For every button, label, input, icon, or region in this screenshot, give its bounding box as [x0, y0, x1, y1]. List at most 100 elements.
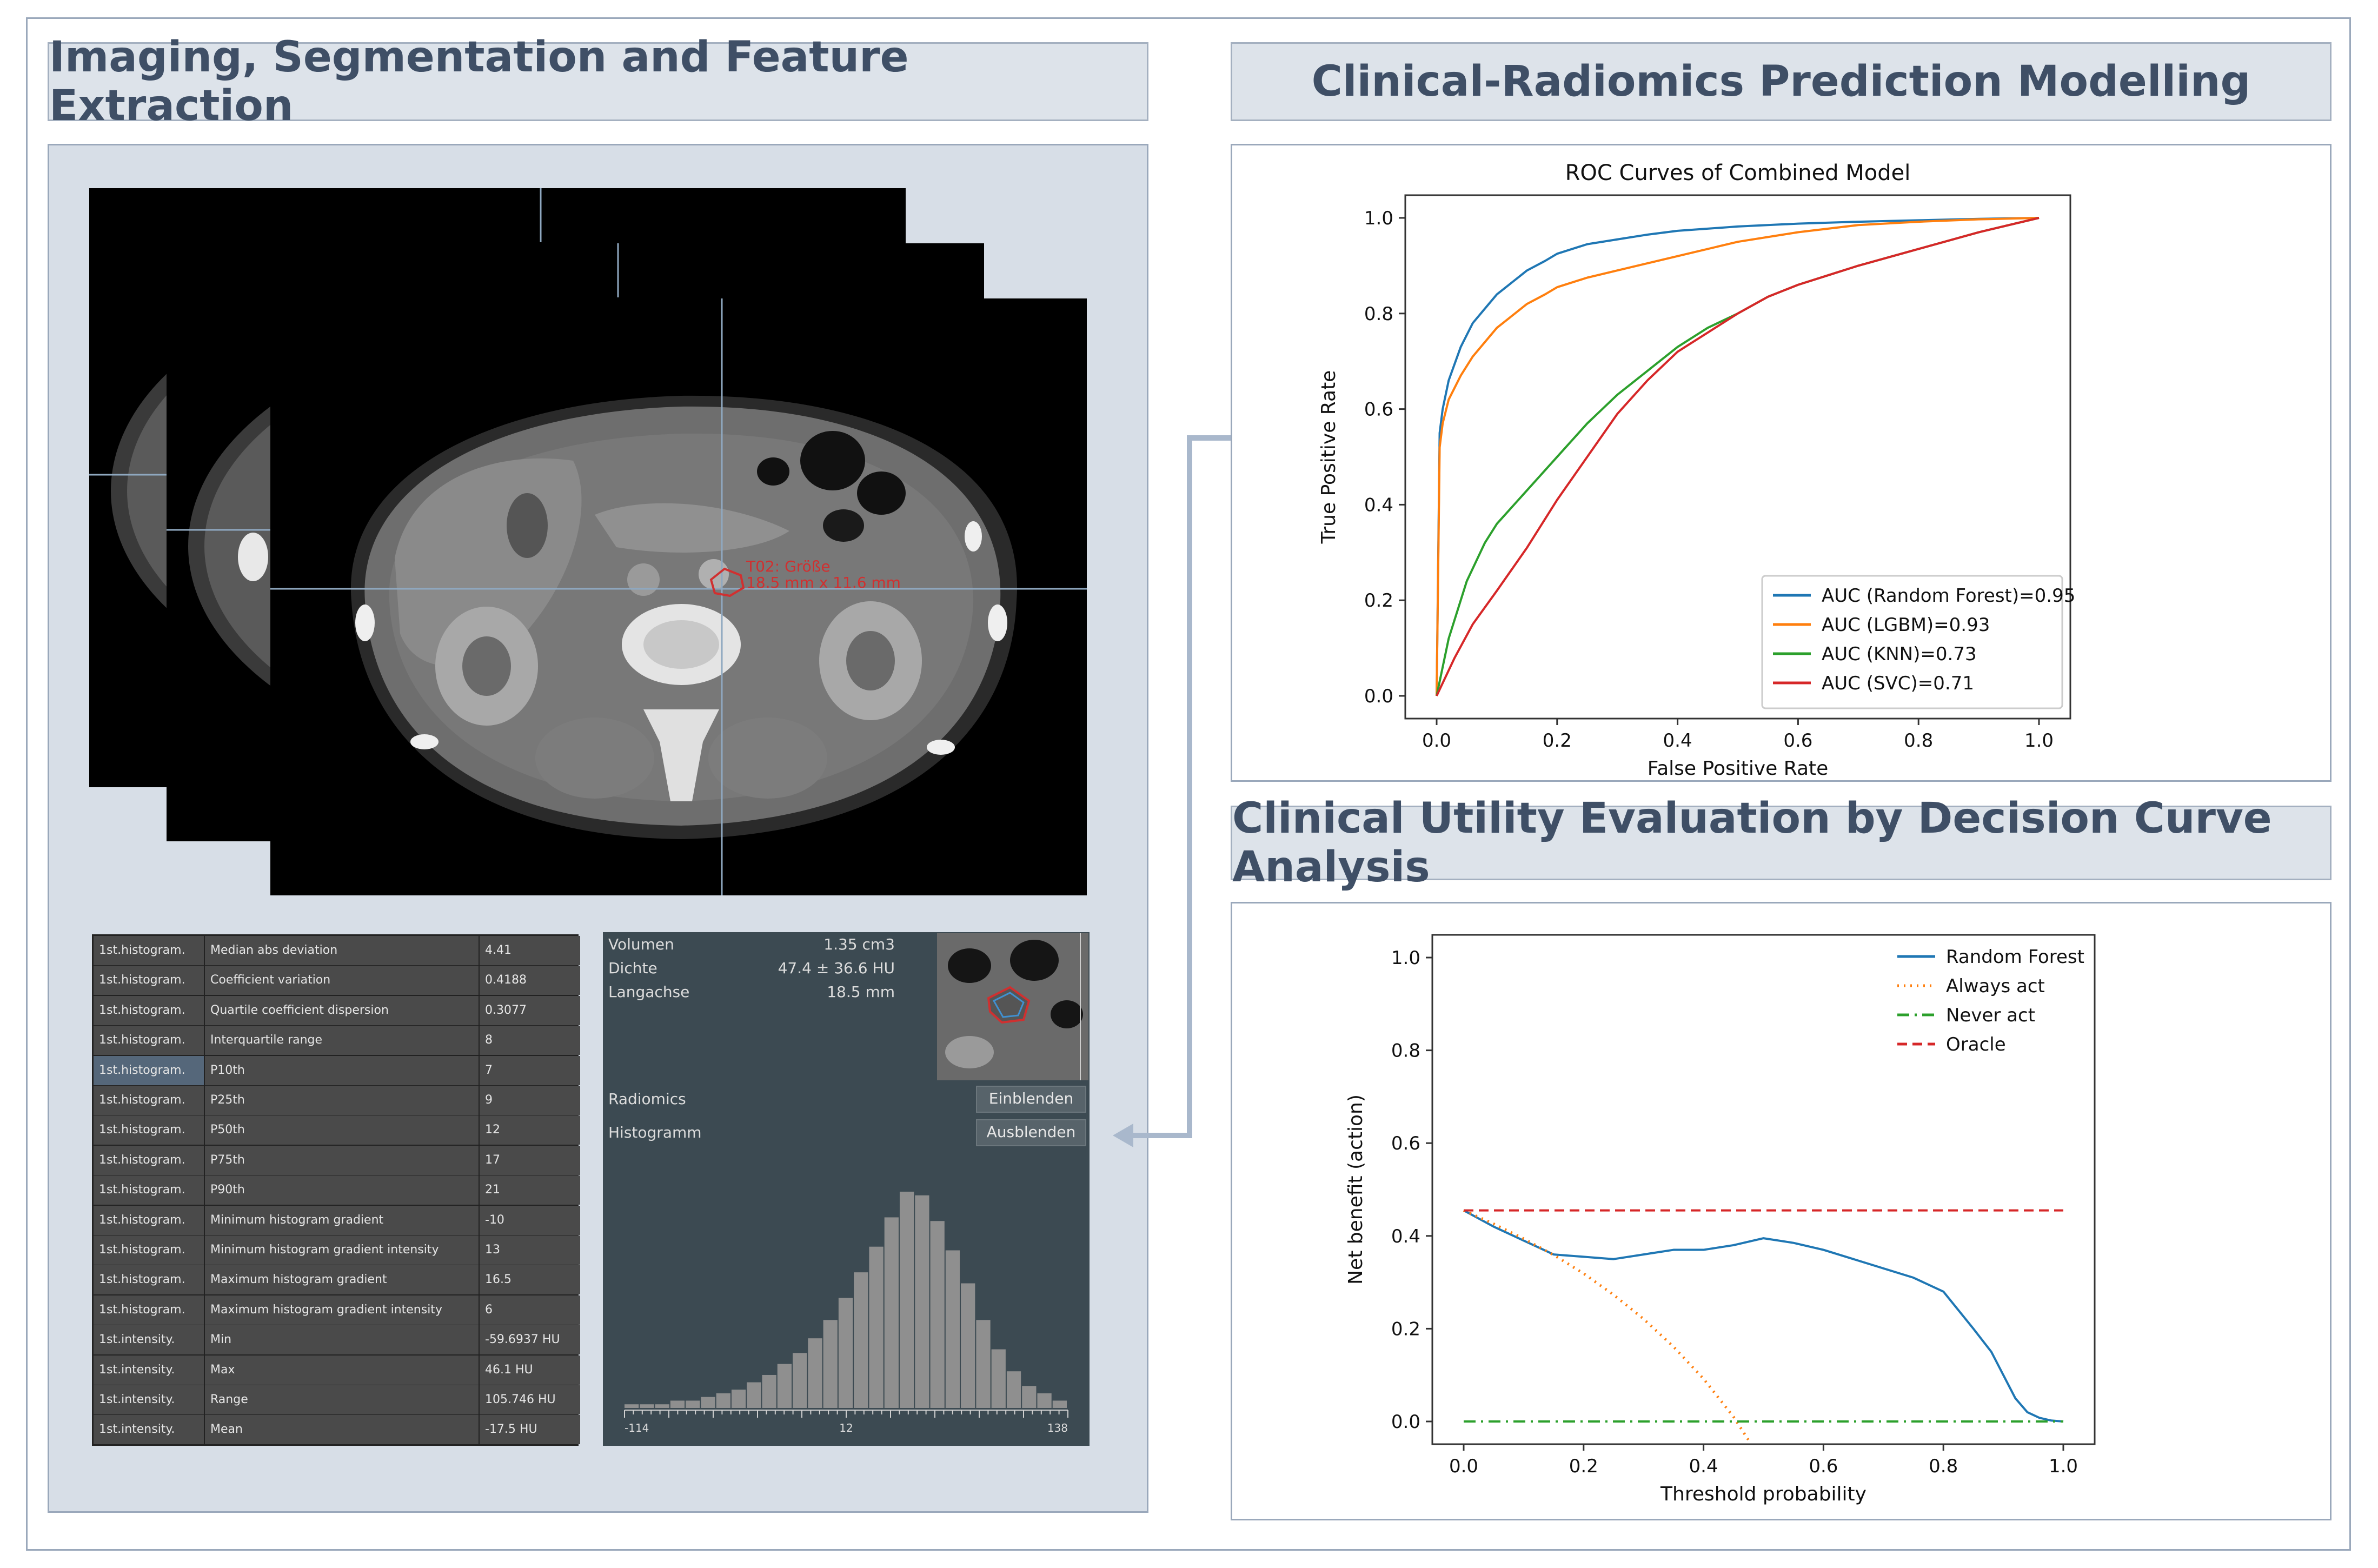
table-row[interactable]: 1st.histogram. Minimum histogram gradient… [94, 1205, 580, 1236]
histogram-bar [1052, 1400, 1067, 1408]
histogram-label: Histogramm [608, 1124, 702, 1141]
histogram-bar [625, 1404, 639, 1408]
table-row[interactable]: 1st.histogram. P75th 17 [94, 1145, 580, 1176]
histogram-bar [777, 1364, 792, 1408]
table-row[interactable]: 1st.histogram. Median abs deviation 4.41 [94, 936, 580, 966]
feature-group: 1st.histogram. [94, 1115, 205, 1145]
lesion-thumbnail-image [937, 933, 1088, 1080]
histogram-bar [701, 1397, 715, 1408]
feature-value: 46.1 HU [480, 1355, 580, 1385]
table-row[interactable]: 1st.histogram. Coefficient variation 0.418… [94, 966, 580, 996]
legend-label: Never act [1946, 1005, 2035, 1026]
table-row[interactable]: 1st.intensity. Min -59.6937 HU [94, 1325, 580, 1356]
series-line [1436, 217, 2040, 696]
y-tick-label: 0.8 [1364, 303, 1393, 325]
feature-name: P50th [205, 1115, 480, 1145]
feature-name: Quartile coefficient dispersion [205, 995, 480, 1025]
plot-frame [1404, 194, 2071, 720]
table-row[interactable]: 1st.histogram. P50th 12 [94, 1115, 580, 1146]
histogram-bar [731, 1390, 746, 1408]
table-row[interactable]: 1st.histogram. P25th 9 [94, 1086, 580, 1116]
lesion-thumbnail [937, 933, 1088, 1080]
feature-name: P90th [205, 1175, 480, 1205]
feature-value: 105.746 HU [480, 1385, 580, 1414]
histogram-bar [899, 1192, 914, 1408]
table-row[interactable]: 1st.histogram. Maximum histogram gradient… [94, 1265, 580, 1296]
legend-label: Random Forest [1946, 946, 2084, 968]
feature-value: -59.6937 HU [480, 1325, 580, 1355]
x-tick-label: 0.4 [1663, 730, 1692, 752]
x-tick-label: 1.0 [2024, 730, 2054, 752]
x-tick-label: 0.6 [1809, 1456, 1838, 1477]
histogram-bar [808, 1338, 822, 1408]
table-row[interactable]: 1st.intensity. Mean -17.5 HU [94, 1415, 580, 1446]
feature-name: Min [205, 1325, 480, 1355]
feature-value: 16.5 [480, 1265, 580, 1295]
table-row[interactable]: 1st.histogram. Maximum histogram gradient… [94, 1295, 580, 1326]
dca-chart: 0.0 0.0 0.2 0.2 0.4 0.4 0.6 0.6 0.8 0.8 1.0 1.0 Thre… [1345, 934, 2096, 1505]
x-tick-label: 0.0 [1422, 730, 1451, 752]
dca-panel: 0.0 0.0 0.2 0.2 0.4 0.4 0.6 0.6 0.8 0.8 1.0 1.0 Thre… [1231, 902, 2331, 1520]
histogram-tick-label: -114 [625, 1421, 649, 1434]
legend-box [1761, 575, 2063, 709]
feature-group: 1st.histogram. [94, 936, 205, 965]
histogram-bar [945, 1250, 960, 1408]
series-line [1436, 217, 2040, 696]
table-row[interactable]: 1st.intensity. Range 105.746 HU [94, 1385, 580, 1416]
histogram-tick-label: 12 [839, 1421, 853, 1434]
feature-group: 1st.histogram. [94, 1295, 205, 1325]
histogram-bar [686, 1400, 700, 1408]
feature-group: 1st.intensity. [94, 1385, 205, 1414]
feature-value: 12 [480, 1115, 580, 1145]
feature-name: Range [205, 1385, 480, 1414]
histogram-bar [838, 1298, 853, 1408]
y-tick-label: 1.0 [1364, 208, 1393, 229]
feature-value: 21 [480, 1175, 580, 1205]
feature-value: -17.5 HU [480, 1415, 580, 1445]
intensity-histogram: -114 12 138 [624, 1192, 1068, 1434]
table-row[interactable]: 1st.histogram. Quartile coefficient dispe… [94, 995, 580, 1026]
feature-name: Minimum histogram gradient intensity [205, 1235, 480, 1265]
histogram-hide-button[interactable]: Ausblenden [976, 1119, 1086, 1146]
y-axis-label: True Positive Rate [1318, 370, 1340, 544]
feature-value: 7 [480, 1055, 580, 1085]
histogram-bar [640, 1404, 654, 1408]
x-tick-label: 0.8 [1904, 730, 1933, 752]
series-line [1463, 1209, 2064, 1423]
x-tick-label: 0.8 [1929, 1456, 1958, 1477]
histogram-bar [961, 1283, 975, 1408]
table-row[interactable]: 1st.histogram. P10th 7 [94, 1055, 580, 1086]
feature-value: 17 [480, 1145, 580, 1175]
x-tick-label: 0.0 [1449, 1456, 1478, 1477]
table-row[interactable]: 1st.histogram. Minimum histogram gradient… [94, 1235, 580, 1266]
feature-name: Minimum histogram gradient [205, 1205, 480, 1235]
y-tick-label: 0.0 [1391, 1411, 1420, 1433]
radiomics-show-button[interactable]: Einblenden [976, 1086, 1086, 1113]
y-tick-label: 0.6 [1364, 399, 1393, 421]
feature-group: 1st.intensity. [94, 1415, 205, 1445]
x-tick-label: 1.0 [2049, 1456, 2078, 1477]
feature-name: Mean [205, 1415, 480, 1445]
histogram-bar [991, 1349, 1006, 1408]
density-value: 47.4 ± 36.6 HU [778, 959, 895, 977]
x-tick-label: 0.4 [1689, 1456, 1718, 1477]
feature-name: Coefficient variation [205, 966, 480, 995]
table-row[interactable]: 1st.intensity. Max 46.1 HU [94, 1355, 580, 1386]
histogram-bar [884, 1217, 899, 1408]
table-row[interactable]: 1st.histogram. Interquartile range 8 [94, 1026, 580, 1057]
legend-label: AUC (Random Forest)=0.95 [1822, 585, 2075, 607]
radiomics-feature-table: 1st.histogram. Median abs deviation 4.41 1s… [92, 934, 580, 1446]
histogram-bar [670, 1400, 685, 1408]
legend-label: Always act [1946, 975, 2045, 997]
roc-chart: ROC Curves of Combined Model 0.0 0.0 0.2 0.2… [1318, 161, 2075, 780]
ct-slice-front: T02: Größe 18.5 mm x 11.6 mm [270, 298, 1087, 895]
feature-value: 9 [480, 1086, 580, 1115]
axis-value: 18.5 mm [827, 983, 895, 1001]
feature-name: P75th [205, 1145, 480, 1175]
y-tick-label: 0.2 [1364, 590, 1393, 612]
histogram-bar [823, 1320, 838, 1408]
table-row[interactable]: 1st.histogram. P90th 21 [94, 1175, 580, 1206]
feature-name: P25th [205, 1086, 480, 1115]
legend-label: AUC (KNN)=0.73 [1822, 643, 1977, 665]
header-imaging: Imaging, Segmentation and Feature Extrac… [48, 33, 1148, 130]
